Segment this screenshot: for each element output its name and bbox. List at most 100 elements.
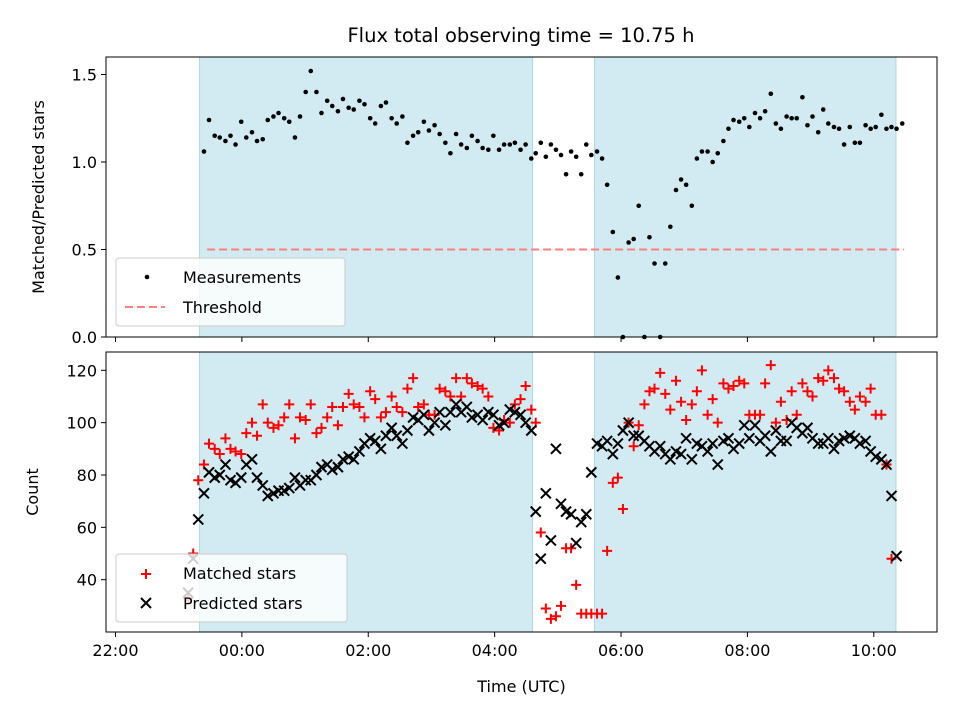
predicted-star-point [680,432,692,445]
matched-star-point [257,399,268,410]
matched-star-point [434,383,445,394]
matched-star-point [268,422,279,433]
measurement-point [223,138,228,144]
matched-star-point [876,409,887,420]
predicted-star-point [570,537,582,549]
x-tick-label: 00:00 [219,641,265,660]
predicted-star-point [765,445,777,458]
measurement-point [863,122,868,128]
matched-star-point [289,433,300,444]
y-axis-label: Matched/Predicted stars [29,100,48,294]
predicted-star-point [401,424,414,437]
x-tick-label: 06:00 [598,641,644,660]
predicted-star-point [701,445,714,458]
measurement-point [841,142,847,147]
measurement-point [694,156,700,161]
predicted-star-point [315,461,328,473]
legend-box [115,553,348,623]
measurement-point [563,171,569,177]
measurement-point [683,182,689,188]
measurement-point [421,119,427,125]
measurement-point [868,126,873,132]
measurement-point [594,149,600,154]
matched-star-point [839,386,850,397]
measurement-point [820,107,826,112]
predicted-star-point [466,411,478,424]
predicted-star-point [235,471,247,484]
measurement-point [453,131,459,137]
matched-star-point [639,399,650,410]
matched-star-point [813,373,824,384]
matched-star-point [461,373,472,384]
matched-star-point [607,477,618,488]
matched-star-point [359,412,370,423]
measurement-point [480,145,485,151]
measurement-point [308,68,314,74]
measurement-point [362,101,367,107]
predicted-star-point [885,490,898,502]
predicted-star-point [854,437,866,450]
measurement-point [507,142,513,147]
matched-star-point [545,613,556,624]
measurement-point [410,133,416,139]
measurement-point [652,261,657,266]
x-tick-label: 10:00 [851,641,897,660]
predicted-star-point [654,440,666,452]
matched-star-point [718,378,729,389]
shaded-interval [594,352,896,632]
matched-star-point [671,375,682,386]
measurement-point [610,229,616,235]
matched-star-point [295,412,306,423]
measurement-point [469,133,475,139]
matched-star-point [676,396,687,407]
predicted-star-point [262,490,274,502]
matched-star-point [230,446,241,457]
x-tick-label: 22:00 [92,641,138,660]
measurement-point [533,150,539,156]
matched-star-point [728,381,739,392]
matched-star-point [786,386,797,397]
measurement-point [826,121,831,126]
matched-star-point [660,388,671,399]
measurement-point [847,124,853,130]
measurement-point [831,124,837,130]
matched-star-point [550,611,561,622]
legend-label: Measurements [183,268,301,287]
measurement-point [589,152,594,158]
measurement-point [794,115,800,121]
measurement-point [615,275,621,280]
measurement-point [852,140,858,146]
measurement-point [578,171,584,177]
matched-star-point [246,417,257,428]
y-tick-label: 100 [66,414,97,433]
predicted-star-point [859,435,872,447]
legend-box [115,257,346,327]
measurement-point [228,133,233,139]
matched-star-point [734,375,745,386]
legend-matched-marker [141,569,151,579]
measurement-point [271,114,276,119]
measurement-point [367,115,373,121]
measurement-point [647,234,652,240]
measurement-point [543,154,549,160]
matched-star-point [665,404,676,415]
measurement-point [378,103,384,109]
predicted-star-point [555,498,567,510]
measurement-point [752,110,758,116]
matched-star-point [818,375,829,386]
matched-star-point [555,600,566,611]
predicted-star-point [565,508,577,520]
predicted-star-point [476,414,489,426]
predicted-star-point [627,430,640,442]
predicted-star-point [289,471,301,484]
measurement-point [201,149,207,154]
matched-star-point [220,433,231,444]
measurement-point [762,108,768,114]
predicted-star-point [530,505,542,518]
measurement-point [583,142,589,147]
matched-star-point [241,428,252,439]
predicted-star-point [433,406,446,418]
predicted-star-point [890,550,903,562]
legend [115,553,348,623]
